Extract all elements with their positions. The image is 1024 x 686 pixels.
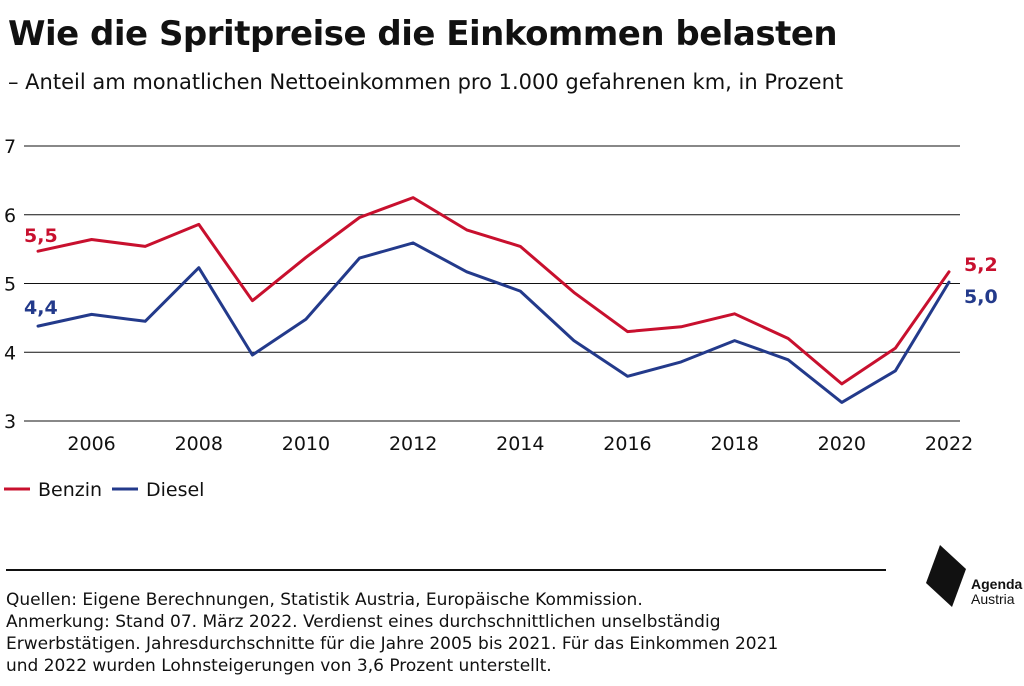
source-notes: Quellen: Eigene Berechnungen, Statistik … bbox=[6, 589, 886, 677]
legend-label-benzin: Benzin bbox=[38, 479, 102, 501]
note-line: und 2022 wurden Lohnsteigerungen von 3,6… bbox=[6, 656, 552, 676]
data-label-last-diesel: 5,0 bbox=[964, 286, 998, 308]
logo-sub: Austria bbox=[971, 591, 1015, 607]
agenda-austria-logo: Agenda Austria bbox=[926, 545, 1024, 615]
data-label-last-benzin: 5,2 bbox=[964, 254, 998, 276]
x-tick-label: 2018 bbox=[710, 433, 758, 455]
series-line-diesel bbox=[36, 241, 951, 404]
x-tick-label: 2008 bbox=[175, 433, 223, 455]
data-label-first-benzin: 5,5 bbox=[24, 225, 58, 247]
x-tick-label: 2022 bbox=[925, 433, 973, 455]
x-tick-label: 2012 bbox=[389, 433, 437, 455]
y-tick-label: 5 bbox=[4, 274, 16, 296]
y-tick-label: 7 bbox=[4, 136, 16, 158]
x-tick-label: 2016 bbox=[603, 433, 651, 455]
x-tick-label: 2010 bbox=[282, 433, 330, 455]
x-tick-label: 2020 bbox=[818, 433, 866, 455]
data-label-first-diesel: 4,4 bbox=[24, 297, 58, 319]
note-line: Anmerkung: Stand 07. März 2022. Verdiens… bbox=[6, 612, 721, 632]
y-tick-label: 6 bbox=[4, 205, 16, 227]
logo-mark-icon bbox=[926, 545, 966, 607]
y-tick-label: 4 bbox=[4, 342, 16, 364]
chart-subtitle: – Anteil am monatlichen Nettoeinkommen p… bbox=[8, 70, 844, 94]
y-tick-label: 3 bbox=[4, 411, 16, 433]
note-line: Erwerbstätigen. Jahresdurchschnitte für … bbox=[6, 634, 779, 654]
source-line: Quellen: Eigene Berechnungen, Statistik … bbox=[6, 590, 643, 610]
logo-name: Agenda bbox=[971, 576, 1023, 592]
line-chart: 7 6 5 4 3 2006 2008 2010 2012 2014 2016 2018 2020 202… bbox=[4, 136, 998, 501]
series-line-benzin bbox=[36, 196, 951, 386]
x-tick-label: 2006 bbox=[67, 433, 115, 455]
x-tick-label: 2014 bbox=[496, 433, 544, 455]
footer-divider bbox=[6, 569, 886, 571]
chart-title: Wie die Spritpreise die Einkommen belast… bbox=[8, 14, 838, 54]
legend-label-diesel: Diesel bbox=[146, 479, 204, 501]
